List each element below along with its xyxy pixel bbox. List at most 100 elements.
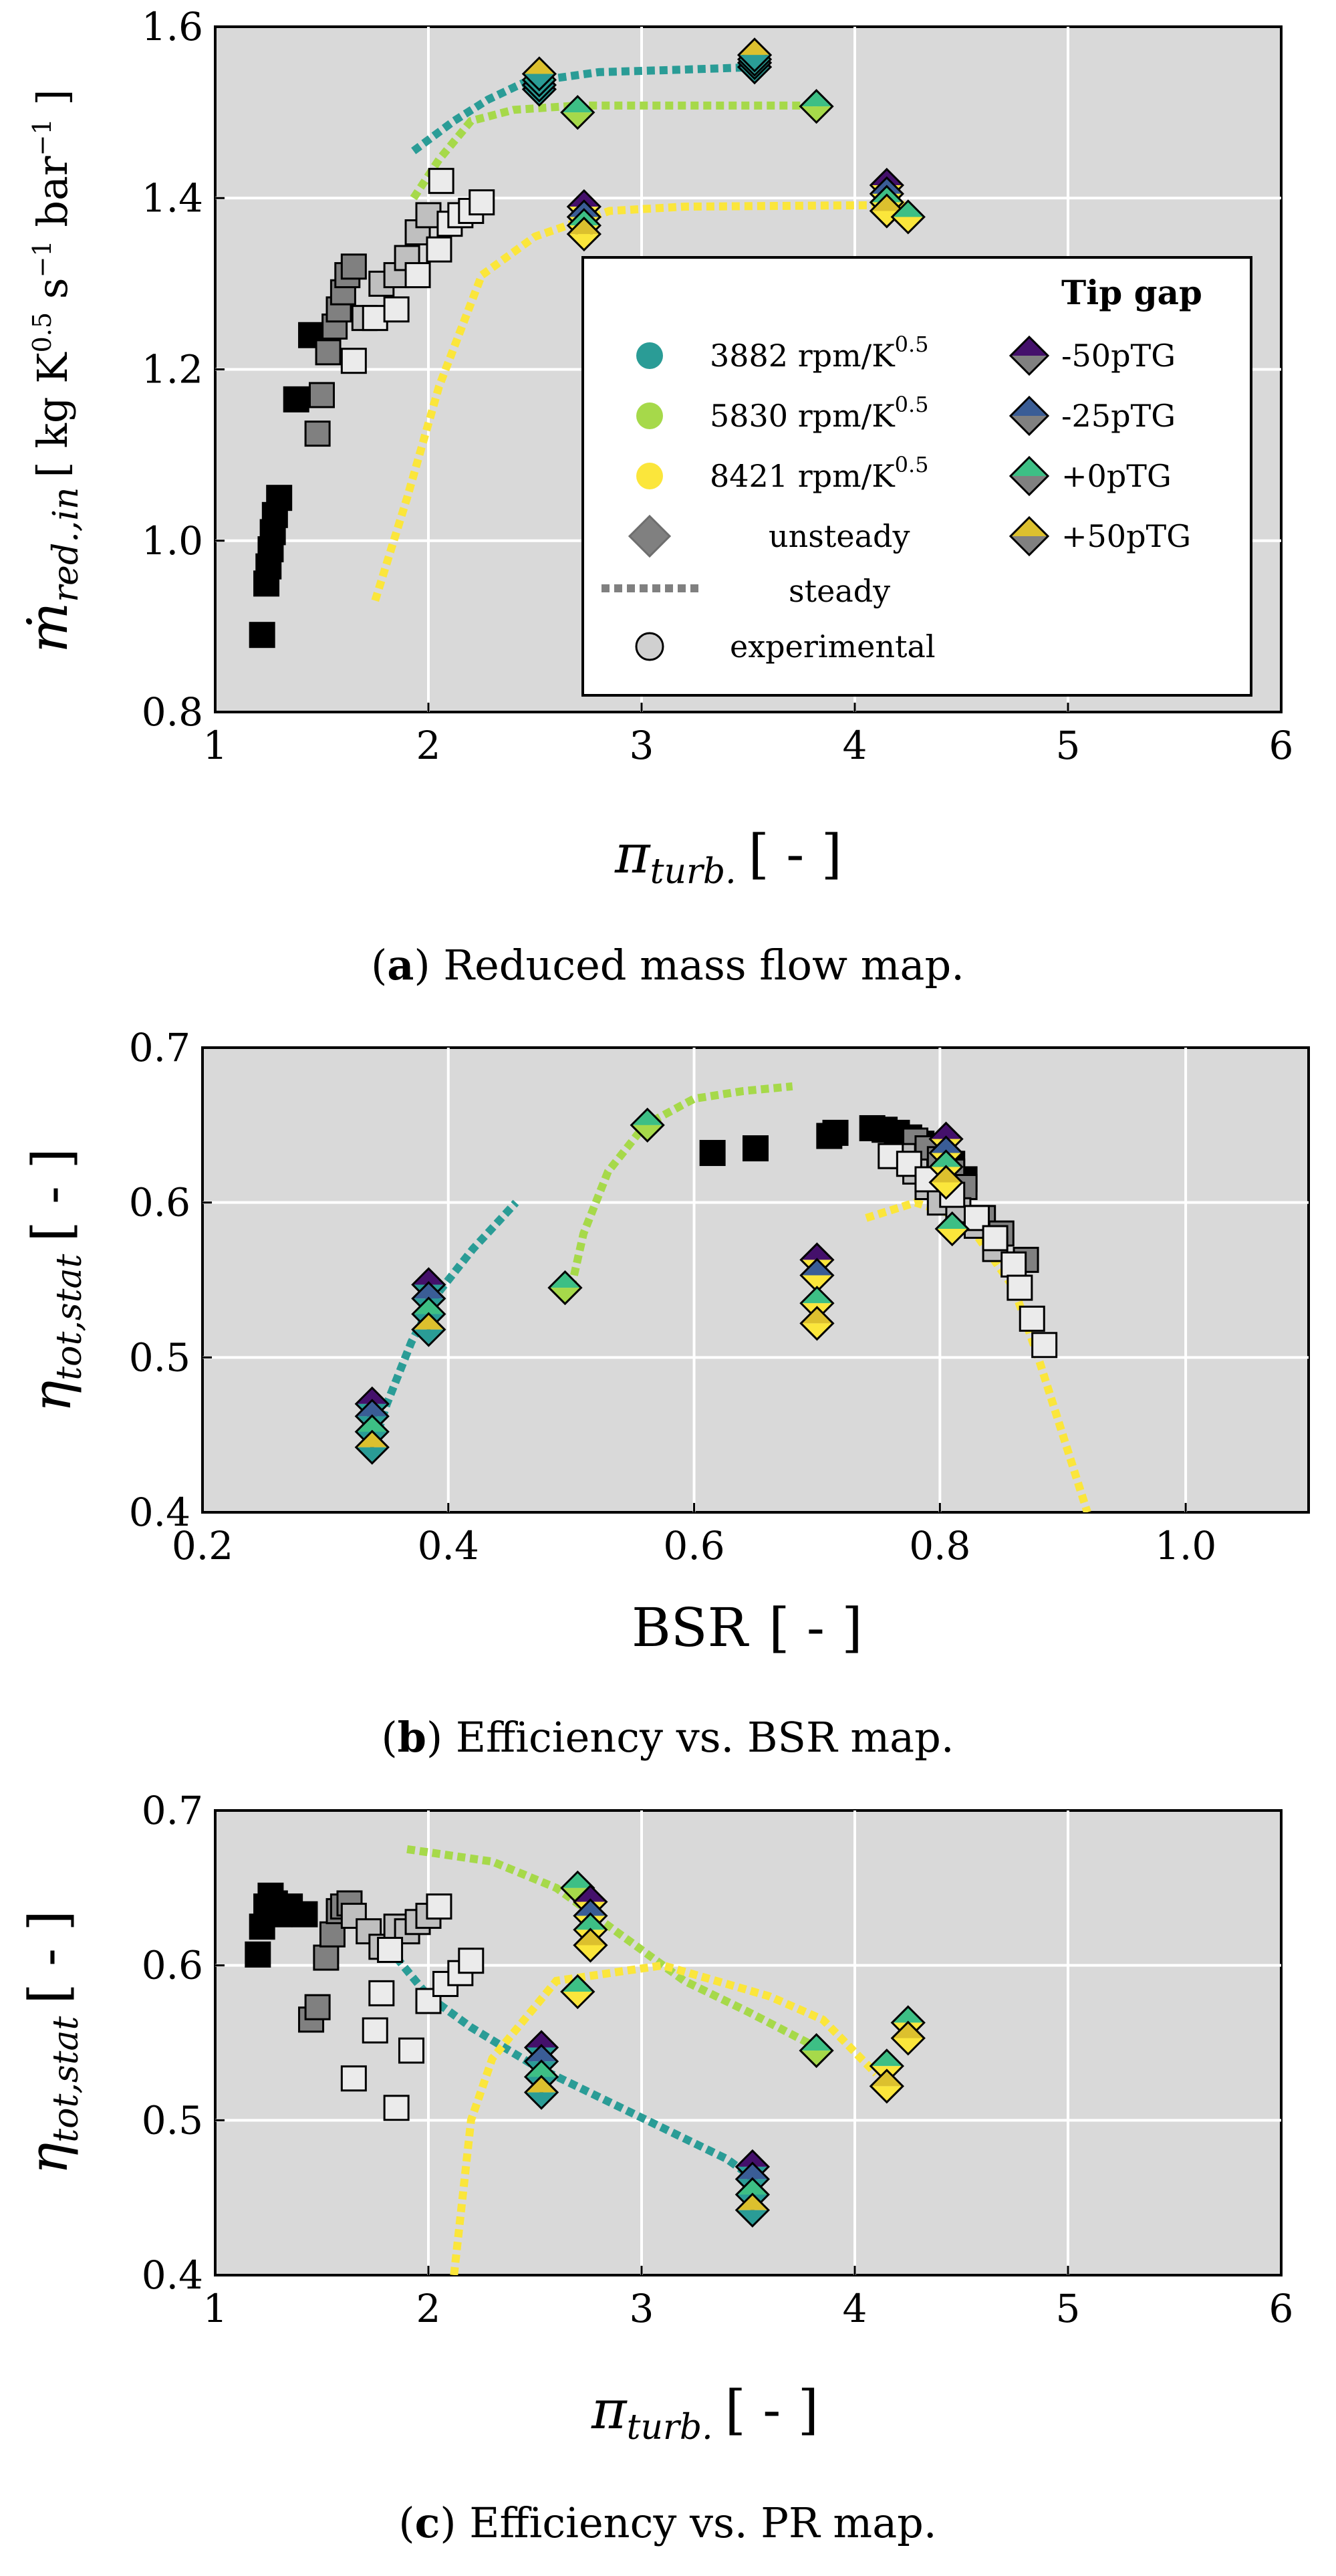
exp-point-c-dark-1 — [304, 1994, 331, 2020]
exp-point-b-light-5 — [982, 1225, 1009, 1252]
unsteady-point-a-4-3-outline — [566, 216, 602, 252]
unsteady-point-c-0-0-top — [525, 2031, 558, 2048]
exp-point-a-dark-1 — [309, 382, 335, 408]
legend-gap-marker-2-outline — [1009, 455, 1050, 497]
ytick-label-c-1: 0.5 — [142, 2097, 203, 2143]
unsteady-point-b-5-3 — [928, 1165, 964, 1200]
unsteady-point-a-1-3-outline — [737, 37, 773, 73]
legend-marker-3882 — [636, 342, 663, 369]
unsteady-point-a-4-3 — [566, 216, 602, 252]
exp-point-c-light-10 — [426, 1893, 452, 1920]
exp-point-b-light-6 — [1000, 1251, 1027, 1278]
legend-label-experimental: experimental — [730, 628, 936, 665]
unsteady-point-b-4-2-top — [801, 1287, 833, 1304]
xtick-label-a-1: 2 — [416, 723, 441, 768]
unsteady-point-c-6-1-top — [892, 2022, 924, 2038]
legend-gap-marker-3 — [1009, 515, 1050, 557]
legend-box — [581, 256, 1252, 697]
unsteady-point-c-0-1-top — [525, 2045, 558, 2062]
legend-gap-marker-0-outline — [1009, 335, 1050, 376]
unsteady-point-b-5-0-top — [930, 1123, 962, 1139]
unsteady-point-c-1-0-top — [736, 2150, 769, 2167]
unsteady-point-a-1-3-top — [739, 39, 771, 55]
exp-point-a-dark-7 — [340, 253, 367, 280]
exp-point-a-light-9 — [428, 168, 454, 195]
exp-point-a-black-0 — [249, 622, 275, 649]
unsteady-point-c-1-1-top — [736, 2163, 769, 2180]
unsteady-point-b-5-3-bottom — [930, 1182, 962, 1199]
unsteady-point-b-3-0-bottom — [631, 1125, 664, 1141]
ylabel-c: ηtot,stat[ - ] — [17, 1910, 86, 2174]
unsteady-point-c-3-0-bottom — [800, 2051, 833, 2067]
exp-point-a-dark-2 — [315, 339, 342, 366]
unsteady-point-c-7-1 — [869, 2069, 904, 2104]
exp-point-a-light-8 — [469, 189, 495, 216]
xlabel-b: BSR [ - ] — [632, 1597, 863, 1659]
unsteady-point-a-0-3-top — [523, 57, 555, 74]
ticks-c: 1 2 3 4 5 6 0.4 0.5 0.6 0.7 — [142, 1788, 1294, 2331]
unsteady-point-a-4-3-bottom — [567, 234, 600, 251]
unsteady-point-b-0-3-bottom — [356, 1447, 388, 1463]
unsteady-point-b-6-0-outline — [934, 1211, 970, 1247]
xtick-label-b-3: 0.8 — [909, 1523, 970, 1568]
xlabel-c: πturb.[ - ] — [591, 2379, 819, 2448]
unsteady-point-c-3-0-top — [800, 2034, 833, 2051]
unsteady-point-c-3-0 — [799, 2032, 834, 2069]
data-layer-a — [249, 37, 926, 649]
unsteady-point-a-2-0 — [560, 95, 595, 130]
legend-gap-marker-0 — [1009, 335, 1050, 376]
exp-point-c-light-8 — [458, 1948, 485, 1974]
exp-point-a-dark-0 — [304, 421, 331, 447]
unsteady-point-a-6-0 — [890, 199, 926, 235]
unsteady-point-a-5-3-outline — [869, 193, 904, 229]
unsteady-point-a-2-0-top — [561, 96, 594, 113]
unsteady-point-b-1-3 — [411, 1312, 446, 1347]
unsteady-point-c-0-3-top — [525, 2076, 558, 2093]
ytick-label-b-2: 0.6 — [129, 1180, 190, 1225]
legend-gap-marker-0-top — [1011, 337, 1048, 356]
legend-gap-marker-1-outline — [1009, 395, 1050, 437]
legend-gap-marker-3-outline — [1009, 515, 1050, 557]
unsteady-point-a-3-0-bottom — [800, 106, 833, 123]
xtick-label-a-2: 3 — [630, 723, 654, 768]
data-layer-b — [354, 1082, 1091, 1512]
legend-title: Tip gap — [1061, 273, 1202, 312]
legend-label-steady: steady — [789, 573, 890, 609]
unsteady-point-c-1-3-bottom — [736, 2210, 769, 2226]
xtick-label-b-2: 0.6 — [663, 1523, 724, 1568]
unsteady-point-c-0-2-top — [525, 2061, 558, 2077]
unsteady-point-c-5-0-bottom — [561, 1992, 594, 2008]
legend-gap-marker-3-bottom — [1011, 536, 1048, 555]
exp-point-c-black-0 — [245, 1941, 271, 1968]
unsteady-point-b-6-0 — [934, 1211, 970, 1247]
unsteady-point-a-6-0-bottom — [892, 217, 924, 233]
xtick-label-b-0: 0.2 — [172, 1523, 233, 1568]
xtick-label-c-2: 3 — [630, 2286, 654, 2331]
unsteady-point-c-5-0 — [560, 1974, 595, 2010]
unsteady-point-a-3-0 — [799, 89, 834, 124]
exp-point-a-light-1 — [362, 305, 388, 332]
exp-point-c-light-3 — [383, 2095, 410, 2121]
unsteady-point-b-1-3-top — [412, 1313, 445, 1330]
xlabel-a: πturb.[ - ] — [614, 823, 842, 892]
unsteady-point-b-6-0-top — [936, 1213, 968, 1230]
unsteady-point-c-3-0-outline — [799, 2032, 834, 2069]
steady-line-c-8421 — [450, 1961, 880, 2275]
legend-gap-marker-1-top — [1011, 397, 1048, 416]
unsteady-point-b-0-0-top — [356, 1387, 388, 1404]
unsteady-point-c-4-1-top — [574, 1899, 607, 1916]
panel-b: 0.2 0.4 0.6 0.8 1.00.40.50.60.7 BSR [ - ] ηt… — [21, 1025, 1310, 1762]
exp-point-a-light-4 — [426, 236, 452, 263]
unsteady-point-b-1-0-top — [412, 1268, 445, 1285]
legend-label-m25: -25pTG — [1061, 398, 1176, 434]
steady-line-a-8421 — [371, 201, 908, 602]
unsteady-point-b-4-3 — [799, 1306, 835, 1341]
plot-area-b — [201, 1046, 1310, 1514]
caption-b: (b) Efficiency vs. BSR map. — [381, 1713, 954, 1762]
legend-marker-5830 — [636, 402, 663, 429]
exp-point-a-black-6 — [266, 485, 293, 511]
unsteady-point-b-4-3-bottom — [801, 1323, 833, 1340]
unsteady-point-c-7-1-outline — [869, 2069, 904, 2104]
panel-a: 1 2 3 4 5 6 0.8 1.0 1.2 1.4 1.6 Tip gap 3882 rpm/K… — [17, 4, 1293, 989]
data-layer-c — [245, 1845, 926, 2275]
